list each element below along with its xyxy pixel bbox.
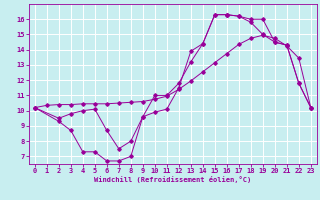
X-axis label: Windchill (Refroidissement éolien,°C): Windchill (Refroidissement éolien,°C) [94,176,252,183]
